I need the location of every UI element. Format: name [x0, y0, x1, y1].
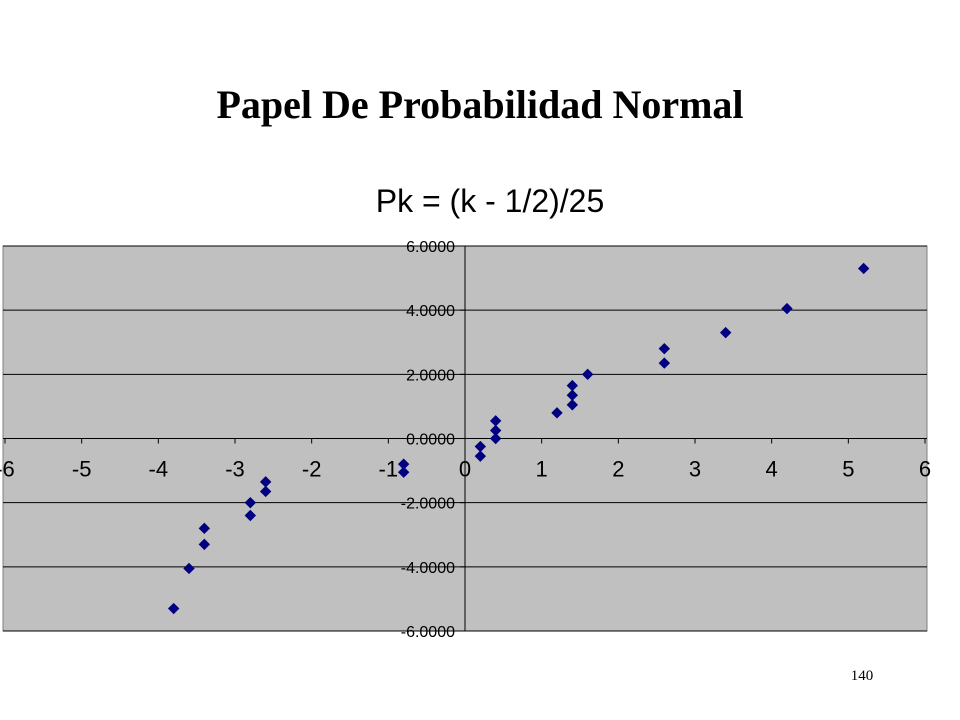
- point: [489, 432, 502, 445]
- x-tick-label: -1: [379, 457, 399, 482]
- x-tick-label: -5: [72, 457, 92, 482]
- point: [183, 562, 195, 575]
- x-tick-label: -6: [0, 457, 15, 482]
- y-tick-label: -2.0000: [401, 496, 455, 513]
- chart-title: Pk = (k - 1/2)/25: [376, 183, 605, 219]
- point: [566, 399, 579, 411]
- point: [259, 476, 272, 488]
- point: [198, 538, 211, 551]
- point: [474, 450, 487, 462]
- x-tick-label: 2: [612, 457, 624, 482]
- x-tick-label: 3: [689, 457, 701, 482]
- point: [566, 379, 579, 392]
- x-tick-label: 6: [919, 457, 931, 482]
- x-tick-label: -4: [149, 457, 169, 482]
- x-tick-label: 5: [842, 457, 854, 482]
- x-tick-label: -3: [225, 457, 245, 482]
- point: [198, 522, 211, 535]
- page-number: 140: [851, 668, 874, 684]
- plot: -6.0000 -4.0000 -2.0000 0.0000 2.0000 4.0000 6…: [0, 239, 931, 641]
- point: [551, 407, 563, 419]
- point: [658, 342, 671, 355]
- point: [489, 424, 502, 437]
- y-tick-label: -6.0000: [401, 624, 455, 641]
- point: [167, 602, 180, 615]
- point: [857, 262, 870, 275]
- y-tick-label: 0.0000: [406, 432, 455, 449]
- point: [658, 357, 671, 369]
- y-tick-label: 6.0000: [406, 239, 455, 256]
- x-tick-label: 0: [459, 457, 471, 482]
- point: [259, 485, 272, 498]
- point: [781, 302, 793, 315]
- point: [397, 466, 410, 478]
- x-tick-label: -2: [302, 457, 322, 482]
- point: [244, 509, 257, 522]
- point: [566, 389, 579, 401]
- point: [474, 440, 487, 453]
- x-tick-label: 4: [766, 457, 778, 482]
- slide-title: Papel De Probabilidad Normal: [216, 82, 743, 127]
- point: [244, 496, 257, 509]
- point: [489, 415, 502, 427]
- y-tick-label: 2.0000: [406, 367, 455, 384]
- point: [719, 326, 732, 339]
- x-tick-label: 1: [536, 457, 548, 482]
- y-tick-label: -4.0000: [401, 560, 455, 577]
- point: [397, 458, 410, 470]
- y-tick-label: 4.0000: [406, 303, 455, 320]
- point: [581, 368, 594, 381]
